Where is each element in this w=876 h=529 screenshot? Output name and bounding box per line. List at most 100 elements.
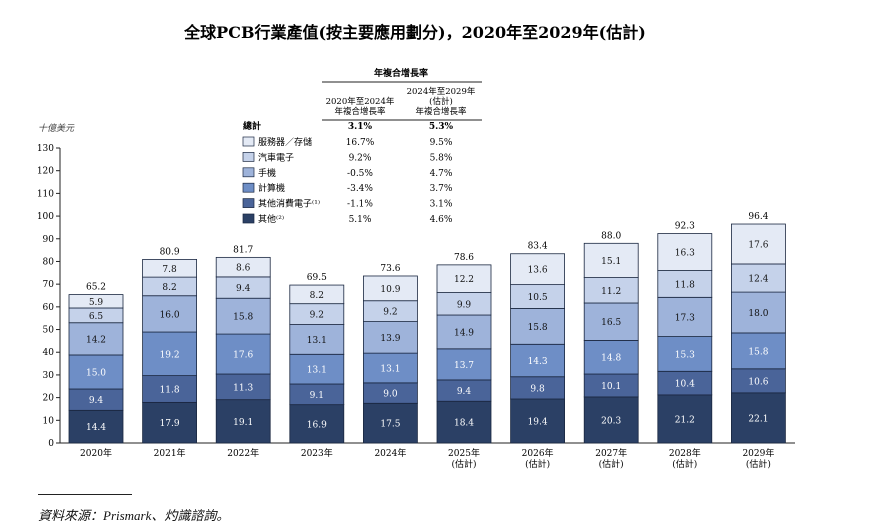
x-tick-label: 2026年 — [522, 447, 554, 459]
cagr-table-header: 年複合增長率 — [374, 67, 428, 79]
bar-value-label: 13.1 — [380, 365, 400, 375]
bar-value-label: 9.4 — [457, 387, 472, 397]
y-tick-label: 90 — [43, 235, 55, 245]
bar-segment — [731, 368, 786, 394]
total-cagr-2024-2029: 5.3% — [429, 122, 454, 132]
bar-value-label: 13.1 — [307, 366, 327, 376]
bar-value-label: 13.9 — [380, 334, 400, 344]
y-tick-label: 60 — [43, 303, 55, 313]
bar-value-label: 15.8 — [528, 323, 548, 333]
bar-value-label: 11.2 — [601, 287, 621, 297]
bar-value-label: 17.5 — [380, 420, 400, 430]
bar-value-label: 16.3 — [675, 249, 695, 259]
bar-segment — [215, 297, 271, 335]
y-tick-label: 40 — [43, 348, 55, 358]
bar-value-label: 19.4 — [528, 417, 548, 427]
cagr-col1-header: 2020年至2024年 — [326, 96, 395, 107]
bar-value-label: 21.2 — [675, 415, 695, 425]
bar-segment — [510, 308, 566, 345]
y-tick-label: 10 — [43, 416, 55, 426]
series-cagr-2020-2024: 9.2% — [349, 153, 372, 163]
bar-segment — [215, 333, 271, 375]
bar-value-label: 10.4 — [675, 380, 695, 390]
bar-value-label: 10.5 — [528, 293, 548, 303]
y-tick-label: 100 — [37, 212, 54, 222]
series-cagr-2024-2029: 4.7% — [430, 169, 453, 179]
x-tick-label: (估計) — [599, 458, 624, 470]
bar-segment — [142, 331, 198, 377]
x-tick-label: (估計) — [525, 458, 550, 470]
bar-value-label: 20.3 — [601, 416, 621, 426]
y-axis-unit-label: 十億美元 — [38, 123, 75, 134]
y-tick-label: 130 — [37, 144, 54, 154]
bar-segment — [510, 253, 566, 286]
bar-value-label: 19.2 — [160, 350, 180, 360]
legend-swatch — [242, 136, 255, 147]
bar-value-label: 9.9 — [457, 300, 472, 310]
bar-value-label: 9.0 — [383, 390, 398, 400]
bar-segment — [289, 324, 345, 355]
legend-swatch — [242, 152, 255, 162]
bar-segment — [362, 275, 418, 302]
bar-value-label: 15.0 — [86, 368, 106, 378]
bar-value-label: 11.3 — [233, 383, 253, 393]
bar-value-label: 8.2 — [162, 283, 176, 293]
legend-series-label: 計算機 — [258, 182, 285, 194]
bar-segment — [362, 321, 418, 354]
bar-value-label: 14.9 — [454, 328, 474, 338]
bar-segment — [731, 332, 786, 370]
bar-value-label: 13.1 — [307, 336, 327, 346]
cagr-col2-header: 年複合增長率 — [415, 106, 467, 117]
bar-value-label: 18.4 — [454, 419, 474, 429]
legend-swatch — [242, 167, 255, 178]
bar-value-label: 9.4 — [236, 284, 251, 294]
bar-value-label: 17.6 — [748, 240, 768, 250]
bar-value-label: 14.8 — [601, 354, 621, 364]
bar-segment — [731, 263, 786, 293]
bar-value-label: 8.6 — [236, 264, 251, 274]
bar-value-label: 6.5 — [89, 312, 104, 322]
bar-segment — [436, 264, 492, 293]
bar-segment — [289, 404, 345, 444]
x-tick-label: 2024年 — [374, 447, 406, 459]
bar-value-label: 13.6 — [528, 266, 548, 276]
legend-series-label: 汽車電子 — [258, 151, 294, 163]
bar-value-label: 19.1 — [233, 418, 253, 428]
bar-segment — [731, 223, 786, 265]
bar-value-label: 14.4 — [86, 423, 106, 433]
total-cagr-2020-2024: 3.1% — [348, 122, 373, 132]
bar-segment — [68, 294, 124, 309]
chart-title: 全球PCB行業產值(按主要應用劃分)，2020年至2029年(估計) — [183, 23, 646, 42]
bar-value-label: 15.1 — [601, 257, 621, 267]
series-cagr-2020-2024: -0.5% — [347, 169, 373, 179]
legend-series-label: 其他⁽²⁾ — [258, 213, 284, 225]
legend-swatch — [242, 182, 255, 193]
bar-segment — [215, 373, 271, 401]
bar-segment — [142, 259, 198, 278]
bar-segment — [142, 375, 198, 403]
bar-segment — [583, 396, 639, 444]
bar-total-label: 92.3 — [675, 222, 695, 232]
bar-value-label: 9.2 — [310, 311, 324, 321]
cagr-col2-header: (估計) — [429, 96, 453, 107]
bar-total-label: 81.7 — [233, 245, 253, 255]
y-tick-label: 70 — [43, 280, 55, 290]
series-cagr-2020-2024: 16.7% — [346, 138, 375, 148]
x-tick-label: 2025年 — [448, 447, 480, 459]
series-cagr-2020-2024: -1.1% — [347, 200, 373, 210]
bar-total-label: 80.9 — [160, 247, 180, 257]
bar-segment — [657, 336, 713, 372]
bar-value-label: 14.2 — [86, 335, 106, 345]
cagr-col2-header: 2024年至2029年 — [407, 86, 476, 97]
bar-segment — [215, 256, 271, 278]
bar-value-label: 5.9 — [89, 298, 104, 308]
bar-value-label: 10.1 — [601, 382, 621, 392]
bar-total-label: 69.5 — [307, 273, 327, 283]
y-tick-label: 110 — [37, 189, 54, 199]
bar-value-label: 15.8 — [233, 313, 253, 323]
bar-value-label: 8.2 — [310, 291, 324, 301]
bar-value-label: 16.0 — [160, 310, 180, 320]
y-tick-label: 0 — [48, 439, 54, 449]
bar-total-label: 78.6 — [454, 253, 474, 263]
